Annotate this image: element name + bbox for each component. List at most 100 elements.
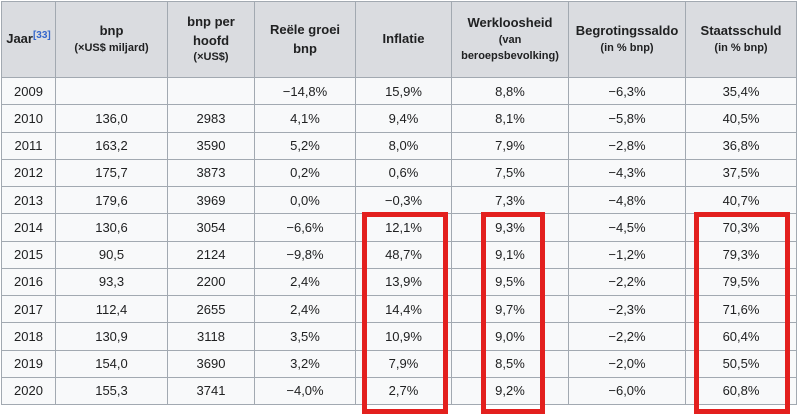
column-header-inflatie: Inflatie <box>355 1 452 78</box>
cell-bnp-2016: 93,3 <box>55 267 168 297</box>
cell-bnp-2012: 175,7 <box>55 158 168 188</box>
cell-jaar-2010: 2010 <box>1 104 56 133</box>
cell-inflatie-2016: 13,9% <box>355 267 452 297</box>
cell-staatsschuld-2020: 60,8% <box>685 376 797 406</box>
cell-werkloosheid-2010: 8,1% <box>451 104 569 133</box>
cell-bnp-2019: 154,0 <box>55 349 168 378</box>
cell-jaar-2015: 2015 <box>1 240 56 269</box>
table-row-2017: 2017 112,4 2655 2,4% 14,4% 9,7% −2,3% 71,6% <box>1 294 797 324</box>
cell-bnp-2013: 179,6 <box>55 185 168 215</box>
cell-jaar-2009: 2009 <box>1 76 56 106</box>
economy-table: Jaar[33] bnp (×US$ miljard) bnp per hoof… <box>1 1 797 406</box>
cell-begrotingssaldo-2012: −4,3% <box>568 158 686 188</box>
header-label-jaar: Jaar <box>6 31 33 47</box>
table-body: 2009 −14,8% 15,9% 8,8% −6,3% 35,4% 2010 136,0 29… <box>1 76 797 406</box>
table-row-2018: 2018 130,9 3118 3,5% 10,9% 9,0% −2,2% 60,4% <box>1 322 797 351</box>
cell-werkloosheid-2020: 9,2% <box>451 376 569 406</box>
cell-staatsschuld-2014: 70,3% <box>685 213 797 242</box>
header-label-inflatie: Inflatie <box>382 31 425 47</box>
cell-staatsschuld-2011: 36,8% <box>685 131 797 160</box>
cell-bnp-per-hoofd-2020: 3741 <box>167 376 255 406</box>
column-header-reele-groei-bnp: Reële groei bnp <box>254 1 356 78</box>
cell-staatsschuld-2017: 71,6% <box>685 294 797 324</box>
cell-staatsschuld-2009: 35,4% <box>685 76 797 106</box>
cell-bnp-2020: 155,3 <box>55 376 168 406</box>
cell-werkloosheid-2013: 7,3% <box>451 185 569 215</box>
cell-begrotingssaldo-2019: −2,0% <box>568 349 686 378</box>
cell-staatsschuld-2013: 40,7% <box>685 185 797 215</box>
cell-reele-groei-bnp-2015: −9,8% <box>254 240 356 269</box>
cell-werkloosheid-2017: 9,7% <box>451 294 569 324</box>
cell-bnp-per-hoofd-2011: 3590 <box>167 131 255 160</box>
cell-begrotingssaldo-2018: −2,2% <box>568 322 686 351</box>
cell-bnp-per-hoofd-2016: 2200 <box>167 267 255 297</box>
cell-inflatie-2015: 48,7% <box>355 240 452 269</box>
cell-jaar-2016: 2016 <box>1 267 56 297</box>
header-row: Jaar[33] bnp (×US$ miljard) bnp per hoof… <box>1 1 797 78</box>
cell-bnp-per-hoofd-2012: 3873 <box>167 158 255 188</box>
cell-inflatie-2020: 2,7% <box>355 376 452 406</box>
cell-reele-groei-bnp-2010: 4,1% <box>254 104 356 133</box>
header-label-begrotingssaldo: Begrotingssaldo <box>575 23 679 39</box>
cell-inflatie-2009: 15,9% <box>355 76 452 106</box>
cell-bnp-per-hoofd-2018: 3118 <box>167 322 255 351</box>
cell-reele-groei-bnp-2014: −6,6% <box>254 213 356 242</box>
table-row-2019: 2019 154,0 3690 3,2% 7,9% 8,5% −2,0% 50,5% <box>1 349 797 378</box>
column-header-bnp: bnp (×US$ miljard) <box>55 1 168 78</box>
cell-inflatie-2017: 14,4% <box>355 294 452 324</box>
cell-inflatie-2011: 8,0% <box>355 131 452 160</box>
cell-inflatie-2010: 9,4% <box>355 104 452 133</box>
column-header-jaar: Jaar[33] <box>1 1 56 78</box>
cell-jaar-2012: 2012 <box>1 158 56 188</box>
cell-staatsschuld-2016: 79,5% <box>685 267 797 297</box>
cell-begrotingssaldo-2013: −4,8% <box>568 185 686 215</box>
header-sub-werkloosheid: (van beroepsbevolking) <box>461 33 559 62</box>
cell-werkloosheid-2012: 7,5% <box>451 158 569 188</box>
cell-werkloosheid-2014: 9,3% <box>451 213 569 242</box>
cell-staatsschuld-2019: 50,5% <box>685 349 797 378</box>
cell-jaar-2019: 2019 <box>1 349 56 378</box>
cell-bnp-per-hoofd-2009 <box>167 76 255 106</box>
cell-jaar-2014: 2014 <box>1 213 56 242</box>
table-row-2010: 2010 136,0 2983 4,1% 9,4% 8,1% −5,8% 40,5% <box>1 104 797 133</box>
cell-bnp-per-hoofd-2013: 3969 <box>167 185 255 215</box>
cell-begrotingssaldo-2015: −1,2% <box>568 240 686 269</box>
table-row-2015: 2015 90,5 2124 −9,8% 48,7% 9,1% −1,2% 79,3% <box>1 240 797 269</box>
cell-begrotingssaldo-2009: −6,3% <box>568 76 686 106</box>
cell-bnp-2017: 112,4 <box>55 294 168 324</box>
cell-bnp-2014: 130,6 <box>55 213 168 242</box>
header-sub-staatsschuld: (in % bnp) <box>714 41 768 54</box>
cell-reele-groei-bnp-2016: 2,4% <box>254 267 356 297</box>
cell-inflatie-2013: −0,3% <box>355 185 452 215</box>
column-header-bnp-per-hoofd: bnp per hoofd (×US$) <box>167 1 255 78</box>
cell-reele-groei-bnp-2009: −14,8% <box>254 76 356 106</box>
cell-bnp-per-hoofd-2015: 2124 <box>167 240 255 269</box>
cell-inflatie-2018: 10,9% <box>355 322 452 351</box>
header-label-bnp-per-hoofd: bnp per hoofd <box>187 13 235 48</box>
cell-begrotingssaldo-2011: −2,8% <box>568 131 686 160</box>
cell-bnp-per-hoofd-2010: 2983 <box>167 104 255 133</box>
cell-begrotingssaldo-2020: −6,0% <box>568 376 686 406</box>
cell-bnp-2011: 163,2 <box>55 131 168 160</box>
footnote-link-33[interactable]: [33] <box>32 29 51 41</box>
cell-staatsschuld-2015: 79,3% <box>685 240 797 269</box>
cell-bnp-per-hoofd-2019: 3690 <box>167 349 255 378</box>
cell-reele-groei-bnp-2018: 3,5% <box>254 322 356 351</box>
cell-begrotingssaldo-2016: −2,2% <box>568 267 686 297</box>
cell-bnp-2015: 90,5 <box>55 240 168 269</box>
cell-bnp-per-hoofd-2017: 2655 <box>167 294 255 324</box>
cell-jaar-2013: 2013 <box>1 185 56 215</box>
header-sub-bnp-per-hoofd: (×US$) <box>193 51 229 64</box>
cell-reele-groei-bnp-2012: 0,2% <box>254 158 356 188</box>
cell-inflatie-2012: 0,6% <box>355 158 452 188</box>
cell-reele-groei-bnp-2020: −4,0% <box>254 376 356 406</box>
cell-inflatie-2019: 7,9% <box>355 349 452 378</box>
cell-inflatie-2014: 12,1% <box>355 213 452 242</box>
column-header-staatsschuld: Staatsschuld (in % bnp) <box>685 1 797 78</box>
table-row-2009: 2009 −14,8% 15,9% 8,8% −6,3% 35,4% <box>1 76 797 106</box>
cell-jaar-2020: 2020 <box>1 376 56 406</box>
cell-jaar-2017: 2017 <box>1 294 56 324</box>
header-label-reele-groei-bnp: Reële groei bnp <box>269 21 341 56</box>
cell-jaar-2018: 2018 <box>1 322 56 351</box>
